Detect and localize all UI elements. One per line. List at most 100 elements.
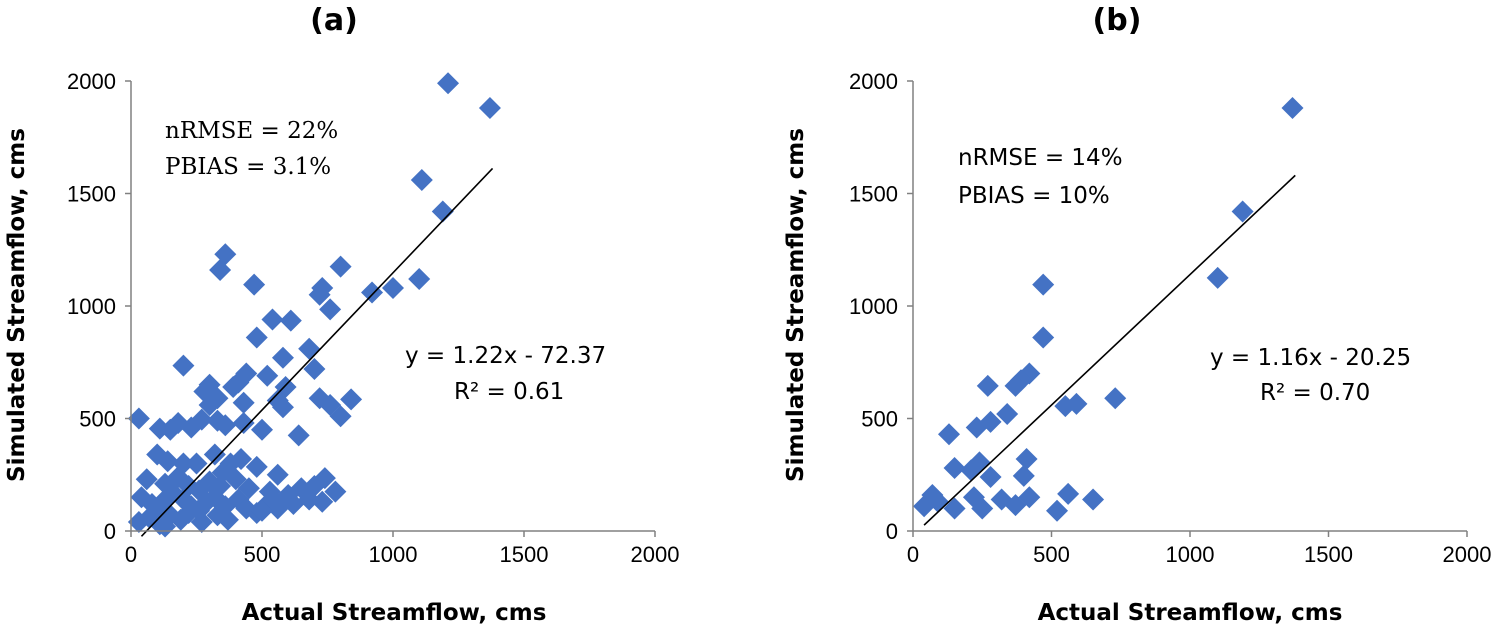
- point-b-31: [1046, 499, 1069, 522]
- point-a-19: [303, 358, 326, 380]
- x-axis-label-a: Actual Streamflow, cms: [242, 600, 547, 626]
- r-squared-a: R² = 0.61: [454, 379, 564, 405]
- point-a-51: [185, 452, 208, 475]
- point-b-7: [1004, 374, 1027, 397]
- point-a-56: [245, 455, 268, 478]
- y-tick-label-a-3: 1500: [67, 182, 116, 207]
- point-b-14: [965, 416, 988, 439]
- point-b-9: [1104, 387, 1127, 410]
- point-b-11: [1054, 395, 1077, 418]
- point-a-47: [287, 424, 310, 447]
- point-b-27: [971, 497, 994, 520]
- nrmse-annotation-a: nRMSE = 22%: [165, 118, 338, 144]
- point-b-4: [1032, 326, 1055, 349]
- y-axis-label-a: Simulated Streamflow, cms: [4, 128, 30, 482]
- point-b-3: [1032, 273, 1055, 296]
- x-tick-label-a-3: 1500: [500, 542, 549, 567]
- point-a-91: [311, 490, 334, 513]
- point-a-98: [190, 511, 213, 533]
- y-tick-label-b-1: 500: [861, 407, 898, 432]
- point-a-15: [279, 309, 302, 332]
- point-a-9: [308, 283, 331, 306]
- point-a-2: [410, 169, 433, 191]
- x-tick-label-b-3: 1500: [1304, 542, 1353, 567]
- point-a-46: [251, 418, 273, 441]
- x-tick-label-b-1: 500: [1033, 542, 1070, 567]
- point-a-34: [340, 388, 363, 411]
- point-a-13: [319, 298, 342, 321]
- point-a-45: [232, 412, 255, 434]
- point-b-20: [1012, 464, 1035, 487]
- y-tick-label-b-3: 1500: [849, 182, 898, 207]
- point-a-3: [431, 200, 454, 223]
- point-a-57: [266, 463, 289, 486]
- point-a-42: [190, 408, 213, 431]
- point-b-15: [938, 423, 961, 446]
- trendline-b: [923, 174, 1296, 526]
- point-a-49: [156, 450, 179, 473]
- x-tick-label-a-4: 2000: [631, 542, 680, 567]
- y-tick-label-a-2: 1000: [67, 294, 116, 319]
- y-axis-label-b: Simulated Streamflow, cms: [783, 128, 809, 482]
- point-a-24: [222, 376, 245, 398]
- axes-b: 0 500 1000 1500 2000 0 500 1000 1500 2000: [849, 69, 1491, 567]
- y-tick-label-b-2: 1000: [849, 294, 898, 319]
- nrmse-annotation-b: nRMSE = 14%: [958, 145, 1123, 171]
- point-b-16: [1015, 448, 1038, 470]
- point-a-0: [437, 72, 460, 95]
- pbias-annotation-a: PBIAS = 3.1%: [165, 154, 331, 180]
- axes-a: 0 500 1000 1500 2000 0 500 1000 1500 2000: [67, 69, 679, 567]
- point-a-32: [271, 396, 294, 419]
- point-a-5: [209, 259, 232, 281]
- x-axis-label-b: Actual Streamflow, cms: [1038, 600, 1343, 626]
- trendline-equation-a: y = 1.22x - 72.37: [405, 343, 606, 369]
- point-a-67: [224, 468, 247, 491]
- trendline-a: [140, 167, 494, 537]
- point-a-55: [230, 448, 253, 470]
- y-tick-label-a-4: 2000: [67, 69, 116, 94]
- point-a-1: [478, 97, 501, 119]
- point-b-25: [943, 497, 966, 520]
- point-a-29: [198, 394, 221, 416]
- y-tick-label-b-4: 2000: [849, 69, 898, 94]
- x-tick-label-a-0: 0: [125, 542, 137, 567]
- point-a-103: [154, 515, 177, 538]
- point-b-18: [943, 457, 966, 479]
- panel-a: (a) Actual Streamflow, cms Simulated Str…: [4, 3, 679, 626]
- panel-b: (b) Actual Streamflow, cms Simulated Str…: [783, 3, 1491, 626]
- y-tick-label-a-1: 500: [79, 407, 116, 432]
- point-a-14: [261, 308, 284, 331]
- point-b-21: [979, 466, 1002, 488]
- point-a-20: [172, 354, 195, 377]
- point-a-18: [271, 346, 294, 369]
- point-b-33: [1082, 488, 1105, 511]
- point-b-2: [1206, 266, 1229, 289]
- point-b-30: [1018, 486, 1041, 509]
- point-a-36: [308, 387, 331, 410]
- point-a-100: [216, 508, 239, 531]
- point-a-17: [298, 337, 321, 360]
- point-b-32: [1057, 482, 1080, 505]
- point-a-44: [214, 414, 237, 437]
- point-a-72: [324, 480, 347, 503]
- point-a-101: [251, 499, 273, 522]
- panel-title-a: (a): [310, 3, 358, 38]
- point-a-52: [203, 443, 226, 466]
- point-a-26: [256, 364, 279, 387]
- point-b-1: [1231, 200, 1254, 223]
- x-tick-label-a-1: 500: [244, 542, 281, 567]
- point-b-0: [1281, 97, 1304, 119]
- point-a-59: [313, 467, 336, 490]
- point-a-97: [177, 502, 200, 524]
- x-tick-label-b-4: 2000: [1443, 542, 1492, 567]
- point-a-60: [135, 468, 158, 491]
- point-a-6: [329, 255, 352, 278]
- x-tick-label-a-2: 1000: [369, 542, 418, 567]
- panel-title-b: (b): [1093, 3, 1142, 38]
- trendline-equation-b: y = 1.16x - 20.25: [1210, 345, 1411, 371]
- pbias-annotation-b: PBIAS = 10%: [958, 183, 1110, 209]
- point-a-30: [232, 391, 255, 414]
- point-a-7: [243, 273, 266, 296]
- x-tick-label-b-2: 1000: [1166, 542, 1215, 567]
